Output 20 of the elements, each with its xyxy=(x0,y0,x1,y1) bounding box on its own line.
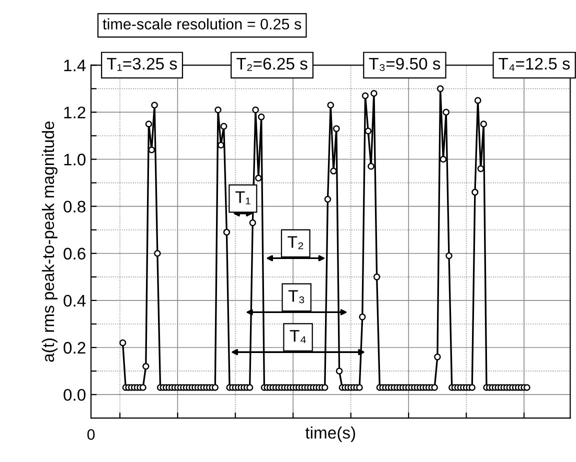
y-tick-label: 0.2 xyxy=(64,342,86,354)
y-tick-label: 0.0 xyxy=(64,388,86,401)
annotation: T₄=12.5 s xyxy=(498,58,570,71)
y-tick-label: 1.4 xyxy=(64,60,86,72)
annotation: T₃=9.50 s xyxy=(369,58,440,71)
y-tick-label: 1.0 xyxy=(64,154,86,166)
y-tick-label: 0.4 xyxy=(64,294,86,307)
y-tick-label: 1.2 xyxy=(64,106,86,118)
annotation: T₂=6.25 s xyxy=(236,58,308,71)
annotation: T₁ xyxy=(235,191,250,204)
y-tick-label: 0.8 xyxy=(64,200,86,213)
annotation: T₃ xyxy=(288,290,304,304)
annotation: T₂ xyxy=(288,236,304,250)
x-axis-title: time(s) xyxy=(305,426,356,442)
annotation: T₁=3.25 s xyxy=(106,58,177,71)
text: 0 xyxy=(87,429,95,440)
y-tick-label: 0.6 xyxy=(64,248,86,260)
y-axis-title: a(t) rms peak-to-peak magnitude xyxy=(42,121,58,362)
annotation: T₄ xyxy=(290,330,306,344)
text: time-scale resolution = 0.25 s xyxy=(102,18,302,30)
